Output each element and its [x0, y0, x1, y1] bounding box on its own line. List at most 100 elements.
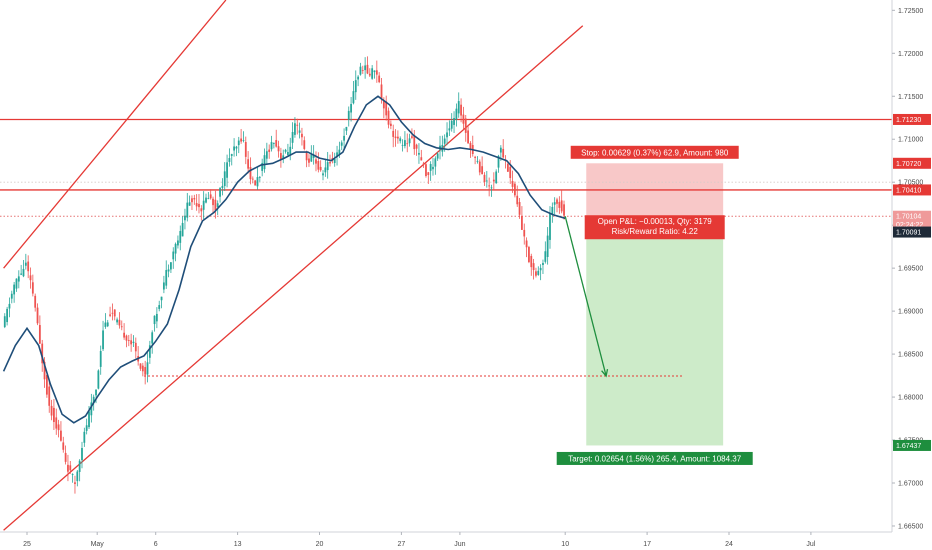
candle-body: [483, 174, 486, 183]
price-tick-label: 1.69000: [898, 309, 923, 316]
candle-body: [120, 326, 123, 328]
candle-body: [492, 179, 495, 182]
candle-body: [294, 123, 296, 135]
candles: [3, 56, 565, 494]
candle-body: [13, 284, 16, 295]
candle-body: [242, 140, 245, 141]
candle-body: [64, 452, 67, 462]
candle-body: [17, 276, 20, 282]
price-tick-label: 1.72000: [898, 51, 923, 58]
candle-body: [15, 278, 18, 289]
candle-body: [319, 166, 322, 171]
moving-average-line: [2, 95, 566, 424]
candle-body: [167, 269, 170, 272]
candle-body: [450, 120, 453, 129]
candle-body: [556, 199, 558, 204]
position-zones: [586, 163, 724, 446]
price-badge: [893, 226, 931, 238]
candle-body: [378, 75, 381, 83]
horizontal-lines: [0, 118, 892, 217]
candle-body: [404, 140, 406, 147]
candle-body: [130, 340, 133, 345]
candle-body: [467, 130, 469, 144]
candle-body: [326, 162, 329, 171]
time-tick-label: Jul: [806, 541, 815, 548]
candle-body: [148, 345, 151, 358]
candle-body: [436, 153, 439, 159]
candle-body: [244, 142, 247, 157]
candle-body: [457, 101, 460, 114]
candle-body: [310, 154, 313, 162]
candle-body: [24, 262, 27, 266]
time-tick-label: 25: [23, 541, 31, 548]
candle-body: [233, 146, 235, 151]
candle-body: [462, 114, 465, 124]
candle-body: [104, 322, 107, 327]
candle-body: [502, 148, 505, 158]
candle-body: [392, 130, 395, 137]
candle-body: [488, 185, 491, 187]
price-badge-label: 1.70410: [896, 187, 921, 194]
axes: [0, 0, 893, 533]
position-labels: Stop: 0.00629 (0.37%) 62.9, Amount: 980 O…: [556, 145, 753, 465]
candle-body: [506, 163, 509, 172]
candle-body: [371, 68, 374, 79]
candle-body: [394, 136, 397, 139]
stop-loss-box: [570, 145, 739, 159]
candle-body: [343, 135, 345, 141]
candle-body: [41, 343, 44, 364]
price-badge-label: 1.70091: [896, 230, 921, 237]
candle-body: [411, 136, 413, 138]
candle-body: [490, 187, 493, 189]
candle-body: [429, 163, 432, 171]
candle-body: [455, 108, 458, 120]
candle-body: [45, 374, 48, 395]
candle-body: [174, 243, 177, 254]
candle-body: [67, 464, 69, 472]
time-tick-label: 13: [234, 541, 242, 548]
take-profit-label: Target: 0.02654 (1.56%) 265.4, Amount: 1…: [568, 454, 742, 463]
time-axis[interactable]: 25 May 6 13 20 27 Jun 10 17 24 Jul: [23, 532, 816, 548]
candle-body: [153, 315, 156, 325]
candle-body: [99, 351, 102, 367]
candle-body: [261, 162, 264, 171]
price-badge-label: 1.70104: [896, 214, 921, 221]
candle-body: [425, 164, 427, 176]
candle-body: [43, 361, 46, 380]
candle-body: [375, 70, 378, 75]
candle-body: [60, 430, 62, 441]
candle-body: [263, 155, 266, 170]
time-tick-label: May: [91, 541, 105, 548]
price-badges: 1.712301.707201.704101.7010402:24:221.70…: [893, 113, 931, 451]
price-badge: [893, 184, 931, 196]
candle-body: [478, 161, 481, 173]
candle-body: [36, 307, 39, 324]
candle-body: [406, 143, 409, 145]
candle-body: [38, 325, 41, 344]
take-profit-box: [556, 451, 753, 465]
projection-arrow-line: [564, 216, 607, 377]
candle-body: [427, 172, 430, 176]
candle-body: [85, 425, 88, 431]
candle-body: [132, 341, 135, 344]
candle-body: [198, 203, 200, 208]
candle-body: [162, 282, 165, 290]
price-tick-label: 1.68000: [898, 395, 923, 402]
annotations: [144, 216, 683, 378]
risk-reward-label: Risk/Reward Ratio: 4.22: [612, 227, 699, 236]
candle-body: [544, 251, 547, 262]
candle-body: [385, 101, 388, 116]
candle-body: [551, 206, 554, 215]
candle-body: [460, 104, 462, 116]
candle-body: [509, 166, 512, 179]
price-badge: [893, 113, 931, 125]
candle-body: [22, 268, 25, 277]
candle-body: [532, 263, 535, 271]
price-tick-label: 1.69500: [898, 266, 923, 273]
price-tick-label: 1.71500: [898, 94, 923, 101]
candle-body: [57, 424, 60, 431]
candle-body: [364, 65, 367, 71]
candle-body: [315, 159, 317, 164]
candle-body: [265, 151, 268, 159]
